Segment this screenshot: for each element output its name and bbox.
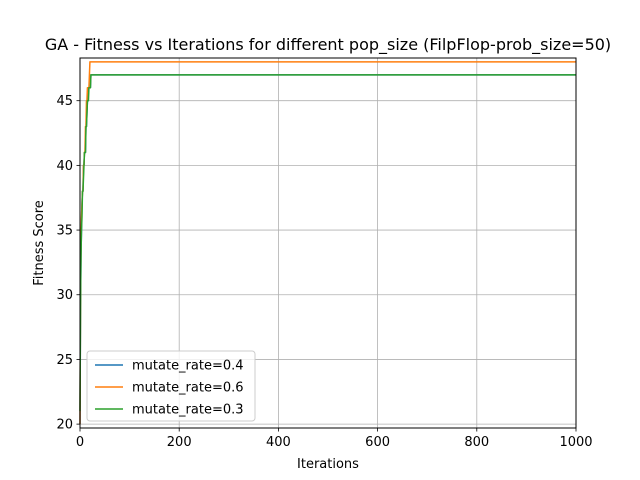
y-tick-label: 45 [56,94,73,109]
axis-ticks: 0 200 400 600 800 1000 20 25 30 35 40 45 [56,94,592,450]
legend-label-2: mutate_rate=0.3 [132,403,244,418]
y-tick-label: 20 [56,418,73,433]
x-tick-label: 600 [365,435,390,450]
series-lines [79,61,576,425]
series-line-2 [79,74,576,412]
y-axis-label: Fitness Score [32,200,47,286]
x-axis-label: Iterations [297,457,359,472]
legend-label-1: mutate_rate=0.6 [132,381,244,396]
chart-title: GA - Fitness vs Iterations for different… [45,35,611,55]
x-tick-label: 0 [76,435,84,450]
plot-frame [79,57,577,429]
y-tick-label: 35 [56,224,73,239]
x-tick-label: 800 [464,435,489,450]
legend-label-0: mutate_rate=0.4 [132,359,244,374]
x-tick-label: 1000 [559,435,592,450]
legend-box [86,350,256,422]
y-tick-label: 25 [56,353,73,368]
x-tick-label: 200 [167,435,192,450]
y-tick-label: 30 [56,288,73,303]
x-tick-label: 400 [266,435,291,450]
legend: mutate_rate=0.4 mutate_rate=0.6 mutate_rat… [86,350,256,422]
y-tick-label: 40 [56,159,73,174]
